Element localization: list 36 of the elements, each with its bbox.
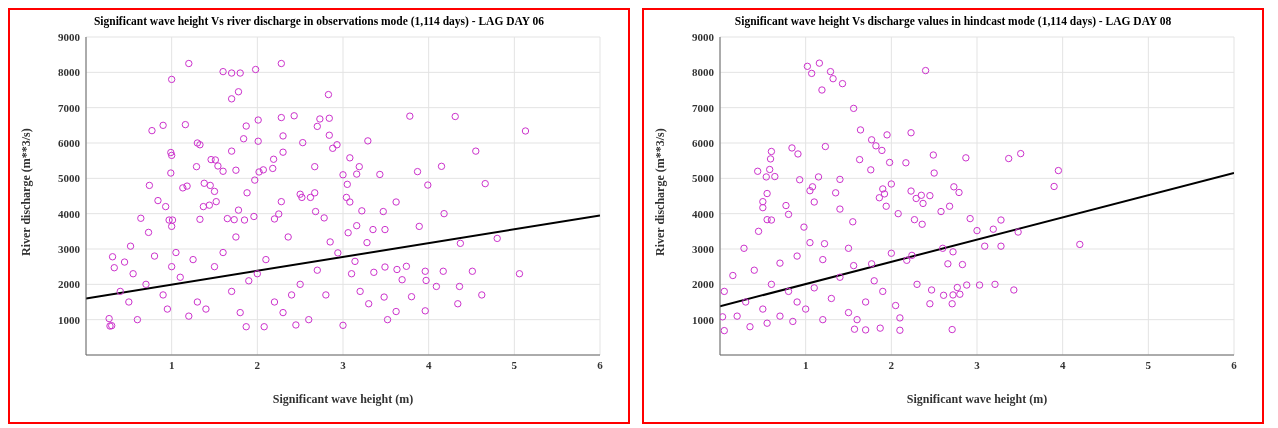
y-tick-label: 5000 bbox=[692, 172, 715, 185]
x-tick-label: 5 bbox=[511, 358, 518, 371]
x-tick-label: 1 bbox=[802, 358, 809, 371]
x-tick-label: 2 bbox=[888, 358, 895, 371]
y-tick-label: 1000 bbox=[58, 313, 81, 326]
x-tick-label: 3 bbox=[974, 358, 981, 371]
x-tick-label: 6 bbox=[1231, 358, 1238, 371]
x-tick-label: 5 bbox=[1145, 358, 1152, 371]
y-tick-label: 4000 bbox=[692, 207, 715, 220]
x-tick-label: 4 bbox=[1059, 358, 1066, 371]
y-tick-label: 5000 bbox=[58, 172, 81, 185]
y-tick-label: 7000 bbox=[692, 101, 715, 114]
y-axis-title: River discharge (m**3/s) bbox=[19, 128, 34, 256]
y-tick-label: 9000 bbox=[58, 30, 81, 43]
y-tick-label: 4000 bbox=[58, 207, 81, 220]
y-tick-label: 3000 bbox=[692, 242, 715, 255]
y-tick-label: 1000 bbox=[692, 313, 715, 326]
y-tick-label: 8000 bbox=[692, 66, 715, 79]
x-tick-label: 6 bbox=[597, 358, 604, 371]
x-tick-label: 3 bbox=[340, 358, 347, 371]
y-tick-label: 3000 bbox=[58, 242, 81, 255]
chart-title: Significant wave height Vs river discharge in observations mode (1,114 days) - LAG DAY 06 bbox=[92, 15, 546, 27]
y-tick-label: 8000 bbox=[58, 66, 81, 79]
y-tick-label: 2000 bbox=[58, 278, 81, 291]
y-tick-label: 6000 bbox=[58, 136, 81, 149]
x-tick-label: 2 bbox=[254, 358, 261, 371]
x-tick-label: 4 bbox=[425, 358, 432, 371]
x-axis-title: Significant wave height (m) bbox=[906, 392, 1048, 406]
y-axis-title: River discharge (m**3/s) bbox=[653, 128, 668, 256]
y-tick-label: 6000 bbox=[692, 136, 715, 149]
x-tick-label: 1 bbox=[168, 358, 175, 371]
chart-title: Significant wave height Vs discharge values in hindcast mode (1,114 days) - LAG DAY 08 bbox=[733, 15, 1173, 27]
y-tick-label: 9000 bbox=[692, 30, 715, 43]
x-axis-title: Significant wave height (m) bbox=[272, 392, 414, 406]
y-tick-label: 2000 bbox=[692, 278, 715, 291]
y-tick-label: 7000 bbox=[58, 101, 81, 114]
